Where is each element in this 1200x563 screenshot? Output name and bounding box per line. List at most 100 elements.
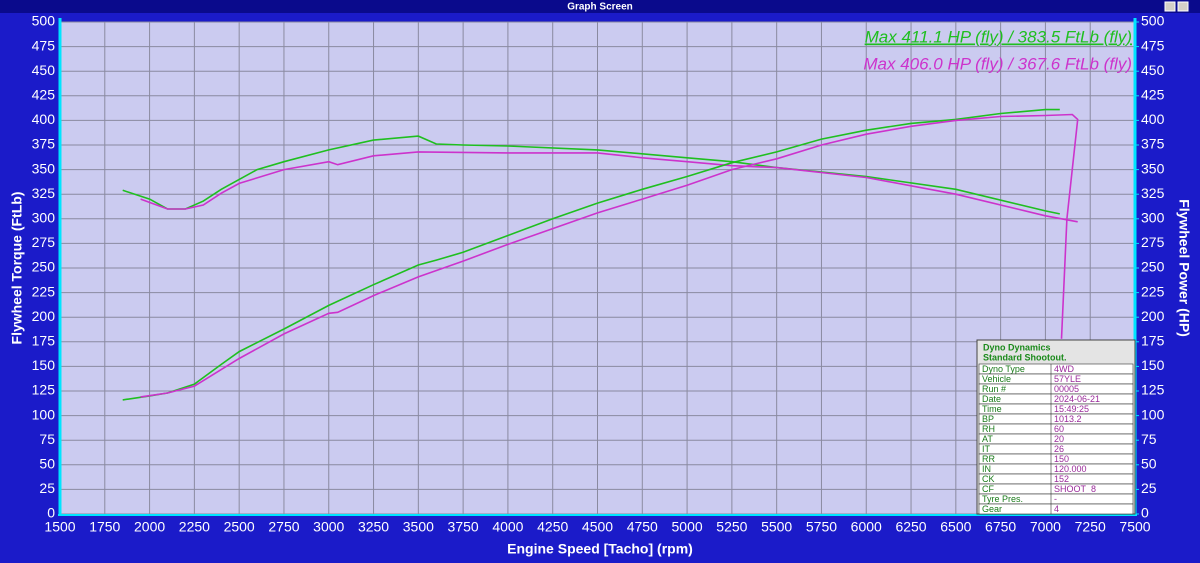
x-tick-label: 1500 <box>44 519 75 535</box>
close-button[interactable] <box>1177 1 1189 12</box>
annotation: Max 406.0 HP (fly) / 367.6 FtLb (fly) <box>863 54 1132 73</box>
x-tick-label: 7250 <box>1075 519 1106 535</box>
info-key: RH <box>982 424 995 434</box>
y2-tick-label: 0 <box>1141 505 1149 521</box>
y2-tick-label: 175 <box>1141 333 1165 349</box>
info-value: 20 <box>1054 434 1064 444</box>
y-tick-label: 375 <box>32 136 56 152</box>
x-tick-label: 5500 <box>761 519 792 535</box>
restore-button[interactable] <box>1164 1 1176 12</box>
annotation: Max 411.1 HP (fly) / 383.5 FtLb (fly) <box>865 27 1132 46</box>
x-tick-label: 4750 <box>627 519 658 535</box>
x-tick-label: 6000 <box>851 519 882 535</box>
y2-tick-label: 25 <box>1141 480 1157 496</box>
info-value: 26 <box>1054 444 1064 454</box>
y-tick-label: 200 <box>32 308 56 324</box>
y-tick-label: 100 <box>32 406 56 422</box>
x-tick-label: 2750 <box>268 519 299 535</box>
y2-tick-label: 450 <box>1141 62 1165 78</box>
x-tick-label: 7000 <box>1030 519 1061 535</box>
info-value: 2024-06-21 <box>1054 394 1100 404</box>
info-key: Tyre Pres. <box>982 494 1023 504</box>
y2-tick-label: 400 <box>1141 111 1165 127</box>
info-value: 1013.2 <box>1054 414 1082 424</box>
x-tick-label: 4000 <box>492 519 523 535</box>
data-line <box>140 113 1079 398</box>
y-tick-label: 125 <box>32 382 56 398</box>
y-tick-label: 425 <box>32 87 56 103</box>
y-tick-label: 150 <box>32 357 56 373</box>
info-key: Date <box>982 394 1001 404</box>
y-axis-title: Flywheel Torque (FtLb) <box>9 192 25 345</box>
y2-tick-label: 425 <box>1141 87 1165 103</box>
y2-tick-label: 150 <box>1141 357 1165 373</box>
info-key: Dyno Type <box>982 364 1025 374</box>
y2-axis-title: Flywheel Power (HP) <box>1176 199 1192 337</box>
info-value: 4 <box>1054 504 1059 514</box>
y2-tick-label: 225 <box>1141 283 1165 299</box>
y2-tick-label: 475 <box>1141 37 1165 53</box>
y2-tick-label: 275 <box>1141 234 1165 250</box>
y-tick-label: 275 <box>32 234 56 250</box>
y-tick-label: 25 <box>39 480 55 496</box>
info-title: Dyno Dynamics <box>983 342 1051 352</box>
info-key: Vehicle <box>982 374 1011 384</box>
x-tick-label: 6750 <box>985 519 1016 535</box>
window-title: Graph Screen <box>567 2 633 13</box>
y-tick-label: 75 <box>39 431 55 447</box>
y2-tick-label: 100 <box>1141 406 1165 422</box>
info-key: CK <box>982 474 995 484</box>
y-tick-label: 300 <box>32 210 56 226</box>
x-tick-label: 4250 <box>537 519 568 535</box>
info-key: IN <box>982 464 991 474</box>
info-key: RR <box>982 454 995 464</box>
info-value: - <box>1054 494 1057 504</box>
title-bar <box>0 0 1200 13</box>
y2-tick-label: 375 <box>1141 136 1165 152</box>
info-value: 57YLE <box>1054 374 1081 384</box>
y-tick-label: 0 <box>47 505 55 521</box>
data-line <box>140 151 1078 223</box>
x-tick-label: 3750 <box>448 519 479 535</box>
y2-tick-label: 350 <box>1141 160 1165 176</box>
info-value: 00005 <box>1054 384 1079 394</box>
x-tick-label: 2000 <box>134 519 165 535</box>
y2-tick-label: 75 <box>1141 431 1157 447</box>
y2-tick-label: 50 <box>1141 456 1157 472</box>
x-tick-label: 2500 <box>224 519 255 535</box>
y2-tick-label: 500 <box>1141 13 1165 29</box>
info-value: 150 <box>1054 454 1069 464</box>
y-tick-label: 475 <box>32 37 56 53</box>
info-row <box>978 503 1134 515</box>
info-value: 15:49:25 <box>1054 404 1089 414</box>
x-tick-label: 5000 <box>672 519 703 535</box>
y-tick-label: 450 <box>32 62 56 78</box>
info-key: Gear <box>982 504 1002 514</box>
y2-tick-label: 325 <box>1141 185 1165 201</box>
info-value: 120.000 <box>1054 464 1087 474</box>
info-key: Run # <box>982 384 1006 394</box>
x-tick-label: 7500 <box>1119 519 1150 535</box>
x-tick-label: 6500 <box>940 519 971 535</box>
y-tick-label: 175 <box>32 333 56 349</box>
info-value: SHOOT_8 <box>1054 484 1096 494</box>
x-tick-label: 4500 <box>582 519 613 535</box>
x-tick-label: 5250 <box>716 519 747 535</box>
y2-tick-label: 125 <box>1141 382 1165 398</box>
y-tick-label: 50 <box>39 456 55 472</box>
y-tick-label: 350 <box>32 160 56 176</box>
y2-tick-label: 250 <box>1141 259 1165 275</box>
y-tick-label: 225 <box>32 283 56 299</box>
y2-tick-label: 200 <box>1141 308 1165 324</box>
info-key: Time <box>982 404 1002 414</box>
x-tick-label: 1750 <box>89 519 120 535</box>
x-tick-label: 5750 <box>806 519 837 535</box>
y-tick-label: 400 <box>32 111 56 127</box>
y-tick-label: 325 <box>32 185 56 201</box>
x-tick-label: 3500 <box>403 519 434 535</box>
y2-tick-label: 300 <box>1141 210 1165 226</box>
x-tick-label: 3250 <box>358 519 389 535</box>
info-value: 152 <box>1054 474 1069 484</box>
